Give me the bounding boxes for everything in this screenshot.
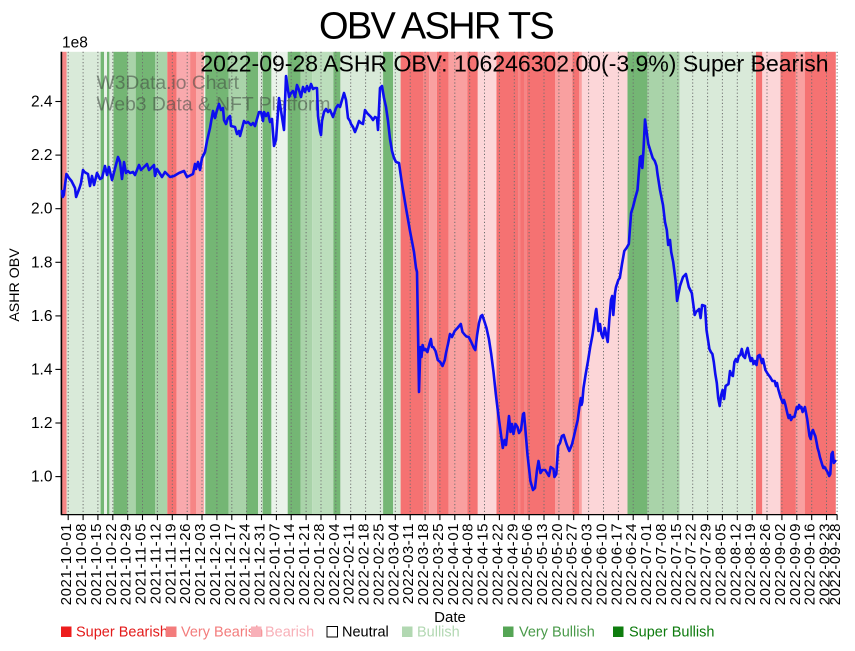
svg-text:ASHR OBV: ASHR OBV [7, 248, 23, 322]
svg-text:1.4: 1.4 [31, 361, 53, 378]
svg-text:2021-10-08: 2021-10-08 [73, 523, 90, 605]
svg-text:2022-07-29: 2022-07-29 [698, 523, 715, 605]
svg-text:2021-11-26: 2021-11-26 [177, 523, 194, 604]
svg-text:2021-10-01: 2021-10-01 [58, 523, 75, 605]
svg-text:2022-03-04: 2022-03-04 [385, 523, 402, 605]
svg-text:Bearish: Bearish [265, 625, 314, 641]
svg-text:2022-08-05: 2022-08-05 [712, 523, 729, 605]
svg-text:2022-09-16: 2022-09-16 [802, 523, 819, 605]
svg-text:2022-06-10: 2022-06-10 [594, 523, 611, 605]
svg-text:2022-09-28 ASHR OBV: 106246302: 2022-09-28 ASHR OBV: 106246302.00(-3.9%)… [200, 51, 828, 77]
svg-text:2022-06-24: 2022-06-24 [623, 523, 640, 605]
svg-text:2022-01-07: 2022-01-07 [266, 523, 283, 605]
svg-text:2022-02-04: 2022-02-04 [326, 523, 343, 605]
svg-text:2022-04-08: 2022-04-08 [460, 523, 477, 605]
svg-text:2022-02-18: 2022-02-18 [356, 523, 373, 605]
svg-text:2022-06-17: 2022-06-17 [608, 523, 625, 605]
svg-text:2021-12-17: 2021-12-17 [222, 523, 239, 605]
svg-text:2021-12-31: 2021-12-31 [252, 523, 269, 605]
svg-text:1.6: 1.6 [31, 308, 53, 325]
svg-text:2.0: 2.0 [31, 201, 53, 218]
svg-text:1e8: 1e8 [62, 34, 88, 51]
svg-text:2022-05-13: 2022-05-13 [534, 523, 551, 605]
svg-text:2022-07-08: 2022-07-08 [653, 523, 670, 605]
svg-text:1.8: 1.8 [31, 254, 53, 271]
svg-text:2022-04-22: 2022-04-22 [489, 523, 506, 605]
svg-text:2021-10-15: 2021-10-15 [88, 523, 105, 605]
svg-text:2022-07-22: 2022-07-22 [683, 523, 700, 605]
svg-text:2022-04-15: 2022-04-15 [475, 523, 492, 605]
svg-text:2022-01-28: 2022-01-28 [311, 523, 328, 605]
svg-text:2.4: 2.4 [31, 94, 53, 111]
svg-text:2022-07-01: 2022-07-01 [638, 523, 655, 605]
svg-text:2021-11-12: 2021-11-12 [147, 523, 164, 604]
svg-text:Neutral: Neutral [342, 625, 389, 641]
svg-text:1.0: 1.0 [31, 469, 53, 486]
svg-text:2022-09-02: 2022-09-02 [772, 523, 789, 605]
svg-text:2021-10-22: 2021-10-22 [103, 523, 120, 605]
svg-text:2022-05-27: 2022-05-27 [564, 523, 581, 605]
svg-text:2021-11-05: 2021-11-05 [133, 523, 150, 604]
svg-text:2022-01-21: 2022-01-21 [296, 523, 313, 605]
svg-text:2021-12-10: 2021-12-10 [207, 523, 224, 605]
svg-text:Very Bullish: Very Bullish [519, 625, 595, 641]
svg-text:1.2: 1.2 [31, 415, 53, 432]
svg-text:2022-02-11: 2022-02-11 [341, 523, 358, 604]
svg-text:Web3 Data & NFT Platform: Web3 Data & NFT Platform [97, 94, 331, 115]
svg-text:W3Data.io Chart: W3Data.io Chart [97, 73, 240, 94]
svg-text:2021-12-03: 2021-12-03 [192, 523, 209, 605]
svg-text:2022-09-28: 2022-09-28 [827, 523, 844, 605]
svg-text:2022-02-25: 2022-02-25 [370, 523, 387, 605]
svg-text:2022-07-15: 2022-07-15 [668, 523, 685, 605]
svg-text:2021-11-19: 2021-11-19 [162, 523, 179, 604]
svg-text:2021-10-29: 2021-10-29 [118, 523, 135, 605]
svg-text:Bullish: Bullish [417, 625, 460, 641]
svg-text:2022-04-01: 2022-04-01 [445, 523, 462, 605]
svg-text:2022-03-11: 2022-03-11 [400, 523, 417, 604]
svg-text:Super Bearish: Super Bearish [76, 625, 168, 641]
svg-text:2022-01-14: 2022-01-14 [281, 523, 298, 605]
svg-text:2022-08-19: 2022-08-19 [742, 523, 759, 605]
svg-text:2022-08-12: 2022-08-12 [727, 523, 744, 605]
svg-text:2022-03-18: 2022-03-18 [415, 523, 432, 605]
svg-text:Date: Date [434, 609, 466, 626]
svg-text:2.2: 2.2 [31, 147, 53, 164]
svg-text:2022-09-23: 2022-09-23 [817, 523, 834, 605]
svg-text:OBV ASHR TS: OBV ASHR TS [319, 6, 553, 48]
svg-text:Super Bullish: Super Bullish [629, 625, 714, 641]
svg-text:2022-08-26: 2022-08-26 [757, 523, 774, 605]
svg-text:2022-06-03: 2022-06-03 [579, 523, 596, 605]
svg-text:2022-09-09: 2022-09-09 [787, 523, 804, 605]
svg-text:2022-04-29: 2022-04-29 [504, 523, 521, 605]
svg-text:Very Bearish: Very Bearish [181, 625, 263, 641]
svg-text:2022-05-20: 2022-05-20 [549, 523, 566, 605]
svg-text:2022-03-25: 2022-03-25 [430, 523, 447, 605]
svg-text:2021-12-24: 2021-12-24 [237, 523, 254, 605]
svg-text:2022-05-06: 2022-05-06 [519, 523, 536, 605]
